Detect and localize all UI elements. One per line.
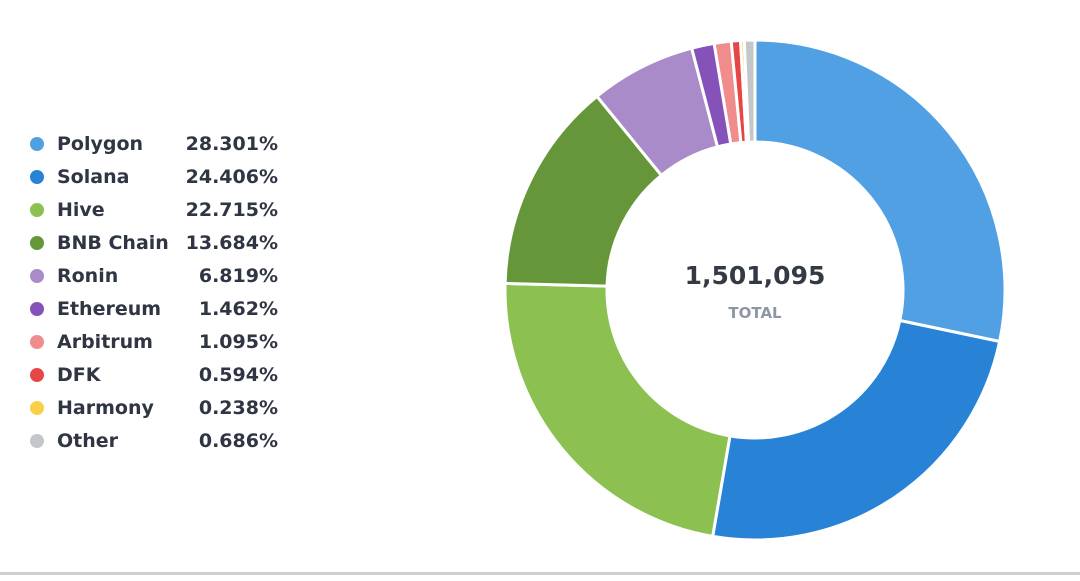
donut-slice-other[interactable] bbox=[742, 38, 757, 144]
legend-percent: 0.686% bbox=[198, 429, 278, 452]
legend-swatch bbox=[30, 202, 44, 217]
donut-slices bbox=[503, 38, 1007, 542]
legend-swatch bbox=[30, 268, 44, 283]
legend-item[interactable]: Ethereum 1.462% bbox=[30, 292, 290, 325]
legend-swatch bbox=[30, 433, 44, 448]
legend-label: DFK bbox=[57, 363, 101, 386]
legend-percent: 0.238% bbox=[198, 396, 278, 419]
legend-label: BNB Chain bbox=[57, 231, 169, 254]
legend-label: Hive bbox=[57, 198, 105, 221]
legend-percent: 13.684% bbox=[185, 231, 278, 254]
donut-chart: 1,501,095 TOTAL bbox=[490, 30, 1020, 550]
legend-percent: 22.715% bbox=[185, 198, 278, 221]
donut-slice-polygon[interactable] bbox=[753, 38, 1007, 344]
legend-item[interactable]: Other 0.686% bbox=[30, 424, 290, 457]
donut-svg: 1,501,095 TOTAL bbox=[503, 38, 1007, 542]
legend-percent: 0.594% bbox=[198, 363, 278, 386]
legend-swatch bbox=[30, 367, 44, 382]
total-label: TOTAL bbox=[728, 304, 782, 322]
legend-percent: 28.301% bbox=[185, 132, 278, 155]
legend-percent: 1.095% bbox=[198, 330, 278, 353]
legend-swatch bbox=[30, 301, 44, 316]
legend-swatch bbox=[30, 235, 44, 250]
legend-item[interactable]: Polygon 28.301% bbox=[30, 127, 290, 160]
legend-label: Other bbox=[57, 429, 119, 452]
legend-label: Solana bbox=[57, 165, 130, 188]
legend-swatch bbox=[30, 400, 44, 415]
donut-slice-hive[interactable] bbox=[503, 281, 732, 539]
legend-percent: 6.819% bbox=[198, 264, 278, 287]
legend-swatch bbox=[30, 136, 44, 151]
legend-item[interactable]: Ronin 6.819% bbox=[30, 259, 290, 292]
legend-item[interactable]: BNB Chain 13.684% bbox=[30, 226, 290, 259]
legend-swatch bbox=[30, 334, 44, 349]
legend-label: Arbitrum bbox=[57, 330, 153, 353]
legend-percent: 24.406% bbox=[185, 165, 278, 188]
legend-percent: 1.462% bbox=[198, 297, 278, 320]
legend-item[interactable]: Arbitrum 1.095% bbox=[30, 325, 290, 358]
legend-label: Polygon bbox=[57, 132, 144, 155]
donut-slice-solana[interactable] bbox=[710, 318, 1002, 542]
legend-item[interactable]: Harmony 0.238% bbox=[30, 391, 290, 424]
legend-swatch bbox=[30, 169, 44, 184]
legend-label: Harmony bbox=[57, 396, 154, 419]
legend-label: Ethereum bbox=[57, 297, 162, 320]
total-value: 1,501,095 bbox=[685, 261, 826, 290]
legend-item[interactable]: Solana 24.406% bbox=[30, 160, 290, 193]
legend-item[interactable]: Hive 22.715% bbox=[30, 193, 290, 226]
legend: Polygon 28.301% Solana 24.406% Hive 22.715% BN… bbox=[30, 127, 290, 457]
legend-label: Ronin bbox=[57, 264, 119, 287]
legend-item[interactable]: DFK 0.594% bbox=[30, 358, 290, 391]
